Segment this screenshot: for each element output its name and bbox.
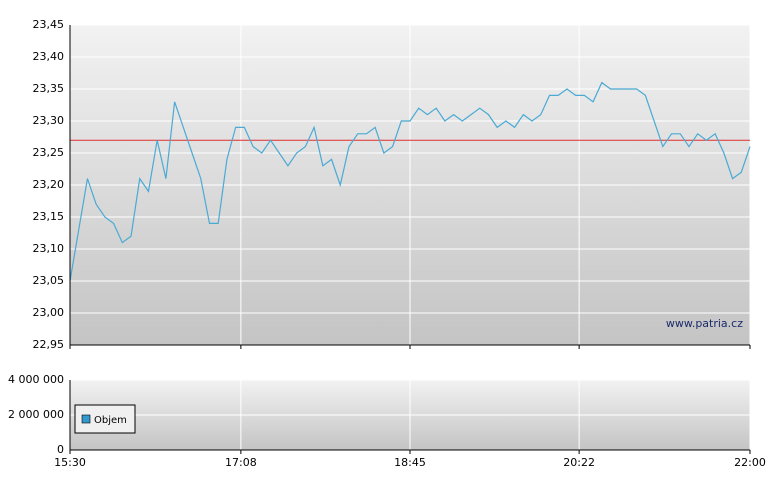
x-tick-label: 17:08	[225, 456, 257, 469]
x-tick-label: 18:45	[394, 456, 426, 469]
y-tick-label: 23,25	[33, 146, 65, 159]
y-tick-label: 23,00	[33, 306, 65, 319]
y-tick-label: 23,40	[33, 50, 65, 63]
volume-y-tick-label: 0	[57, 443, 64, 456]
y-tick-label: 23,20	[33, 178, 65, 191]
price-line	[69, 81, 751, 282]
x-tick-label: 20:22	[563, 456, 595, 469]
y-tick-label: 23,10	[33, 242, 65, 255]
y-tick-label: 22,95	[33, 338, 65, 351]
x-tick-label: 15:30	[54, 456, 86, 469]
y-tick-label: 23,35	[33, 82, 65, 95]
legend-swatch	[81, 414, 91, 424]
watermark: www.patria.cz	[666, 317, 743, 330]
x-tick-label: 22:00	[734, 456, 766, 469]
y-tick-label: 23,45	[33, 18, 65, 31]
volume-y-tick-label: 2 000 000	[8, 408, 64, 421]
legend-label: Objem	[94, 415, 127, 426]
y-tick-label: 23,15	[33, 210, 65, 223]
y-tick-label: 23,30	[33, 114, 65, 127]
volume-y-tick-label: 4 000 000	[8, 373, 64, 386]
y-tick-label: 23,05	[33, 274, 65, 287]
